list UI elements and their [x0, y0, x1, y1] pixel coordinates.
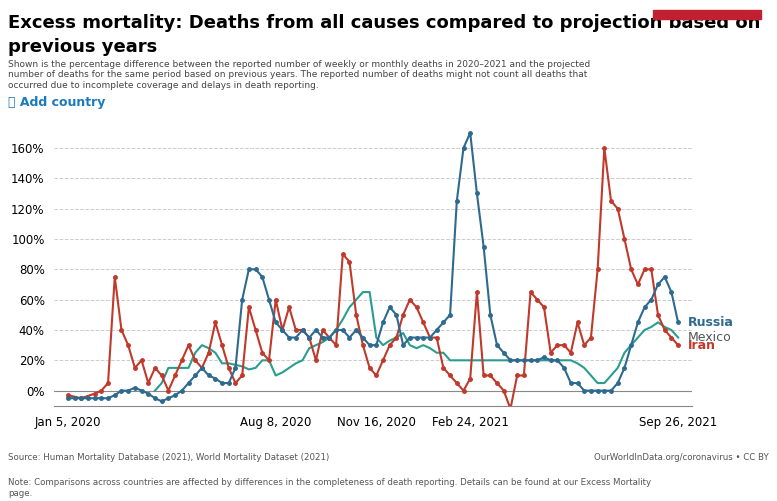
Text: Source: Human Mortality Database (2021), World Mortality Dataset (2021): Source: Human Mortality Database (2021),…: [8, 453, 329, 462]
Text: Iran: Iran: [688, 339, 716, 352]
Text: Shown is the percentage difference between the reported number of weekly or mont: Shown is the percentage difference betwe…: [8, 60, 590, 90]
Text: ➕ Add country: ➕ Add country: [8, 96, 105, 109]
Text: Mexico: Mexico: [688, 331, 732, 344]
Text: Our World
in Data: Our World in Data: [675, 32, 739, 54]
Bar: [653, 10, 761, 19]
Text: OurWorldInData.org/coronavirus • CC BY: OurWorldInData.org/coronavirus • CC BY: [594, 453, 769, 462]
Text: Russia: Russia: [688, 316, 734, 329]
Text: Excess mortality: Deaths from all causes compared to projection based on: Excess mortality: Deaths from all causes…: [8, 14, 760, 32]
Text: previous years: previous years: [8, 38, 157, 56]
Text: Note: Comparisons across countries are affected by differences in the completene: Note: Comparisons across countries are a…: [8, 478, 651, 498]
